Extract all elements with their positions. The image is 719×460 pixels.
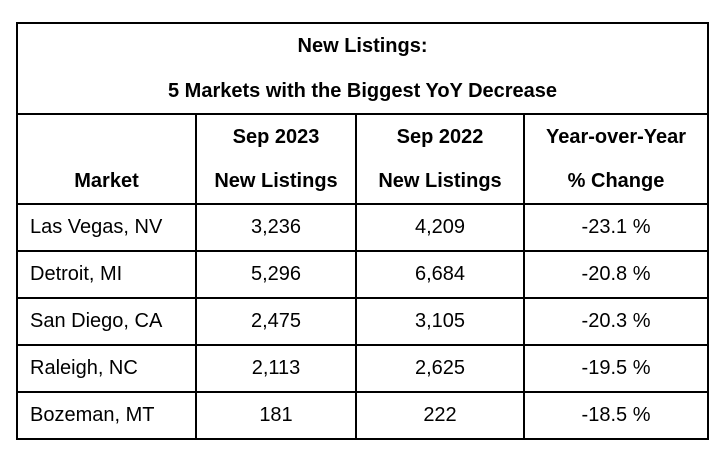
table-title-row: New Listings: 5 Markets with the Biggest… — [15, 22, 710, 115]
header-yoy-change-line2: % Change — [567, 170, 665, 192]
table-row: Raleigh, NC 2,113 2,625 -19.5 % — [16, 344, 710, 393]
header-sep-2022-line1: Sep 2022 — [396, 126, 484, 148]
table-title-cell: New Listings: 5 Markets with the Biggest… — [15, 22, 710, 115]
sep-2023-cell: 5,296 — [195, 250, 357, 299]
table-row: Detroit, MI 5,296 6,684 -20.8 % — [16, 250, 710, 299]
sep-2023-cell: 3,236 — [195, 203, 357, 252]
table-row: San Diego, CA 2,475 3,105 -20.3 % — [16, 297, 710, 346]
table-row: Las Vegas, NV 3,236 4,209 -23.1 % — [16, 203, 710, 252]
table-title-line2: 5 Markets with the Biggest YoY Decrease — [168, 79, 558, 102]
header-sep-2023-line1: Sep 2023 — [232, 126, 320, 148]
header-yoy-change-line1: Year-over-Year — [545, 126, 687, 148]
yoy-change-cell: -20.3 % — [522, 297, 710, 346]
yoy-decrease-table: New Listings: 5 Markets with the Biggest… — [15, 22, 710, 440]
yoy-change-cell: -23.1 % — [522, 203, 710, 252]
header-sep-2023: Sep 2023 New Listings — [195, 113, 357, 205]
sep-2022-cell: 2,625 — [355, 344, 525, 393]
header-market-line2: Market — [74, 170, 139, 192]
yoy-change-cell: -19.5 % — [522, 344, 710, 393]
header-sep-2022-line2: New Listings — [378, 170, 502, 192]
table-title: New Listings: 5 Markets with the Biggest… — [18, 24, 707, 113]
yoy-change-cell: -18.5 % — [522, 391, 710, 440]
table-header-row: Market Sep 2023 New Listings Sep 2022 Ne… — [16, 113, 710, 205]
header-yoy-change: Year-over-Year % Change — [522, 113, 710, 205]
sep-2023-cell: 2,475 — [195, 297, 357, 346]
header-market: Market — [16, 113, 197, 205]
header-sep-2022: Sep 2022 New Listings — [355, 113, 525, 205]
sep-2023-cell: 2,113 — [195, 344, 357, 393]
market-cell: Detroit, MI — [16, 250, 197, 299]
sep-2022-cell: 222 — [355, 391, 525, 440]
sep-2022-cell: 3,105 — [355, 297, 525, 346]
sep-2022-cell: 6,684 — [355, 250, 525, 299]
market-cell: Las Vegas, NV — [16, 203, 197, 252]
market-cell: Raleigh, NC — [16, 344, 197, 393]
header-sep-2023-line2: New Listings — [214, 170, 338, 192]
yoy-change-cell: -20.8 % — [522, 250, 710, 299]
sep-2022-cell: 4,209 — [355, 203, 525, 252]
market-cell: San Diego, CA — [16, 297, 197, 346]
sep-2023-cell: 181 — [195, 391, 357, 440]
table-title-line1: New Listings: — [297, 35, 428, 58]
market-cell: Bozeman, MT — [16, 391, 197, 440]
table-row: Bozeman, MT 181 222 -18.5 % — [16, 391, 710, 440]
